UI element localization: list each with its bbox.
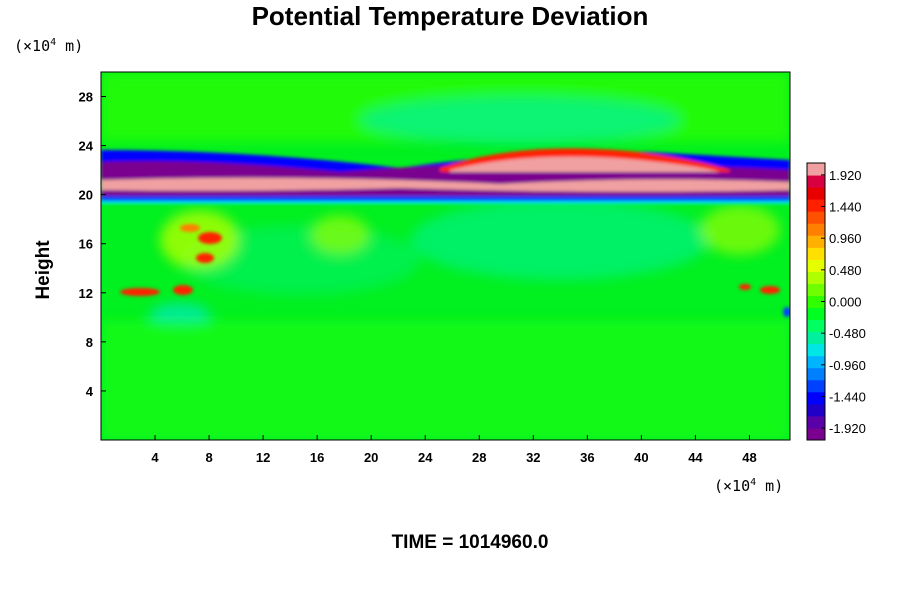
feature-red-4 bbox=[173, 285, 193, 295]
field-upper-cyan bbox=[360, 96, 680, 144]
colorbar-label: -1.440 bbox=[829, 389, 866, 404]
x-tick-label: 44 bbox=[688, 450, 703, 465]
colorbar-segment bbox=[807, 355, 825, 369]
field-mid-yellow-2 bbox=[310, 215, 370, 255]
colorbar-segment bbox=[807, 379, 825, 393]
colorbar-segment bbox=[807, 187, 825, 200]
y-tick-label: 4 bbox=[86, 384, 94, 399]
colorbar-segment bbox=[807, 427, 825, 441]
colorbar-segment bbox=[807, 403, 825, 417]
colorbar-segment bbox=[807, 307, 825, 321]
x-tick-label: 8 bbox=[205, 450, 212, 465]
y-tick-label: 28 bbox=[79, 90, 93, 105]
colorbar-segment bbox=[807, 235, 825, 248]
colorbar-label: -1.920 bbox=[829, 421, 866, 436]
feature-red-6 bbox=[739, 284, 751, 290]
colorbar-segment bbox=[807, 199, 825, 212]
x-tick-label: 12 bbox=[256, 450, 270, 465]
colorbar-segment bbox=[807, 295, 825, 309]
colorbar-segment bbox=[807, 367, 825, 381]
feature-blue-edge bbox=[783, 307, 790, 317]
x-tick-label: 20 bbox=[364, 450, 378, 465]
band-pink-main bbox=[101, 177, 790, 192]
field-mid-cyan-1 bbox=[410, 200, 710, 280]
colorbar-segment bbox=[807, 331, 825, 345]
y-axis-unit: (×104 m) bbox=[14, 37, 84, 55]
feature-red-3 bbox=[120, 288, 160, 296]
x-tick-label: 36 bbox=[580, 450, 594, 465]
chart-title: Potential Temperature Deviation bbox=[251, 1, 649, 31]
x-tick-label: 4 bbox=[151, 450, 159, 465]
colorbar-segment bbox=[807, 175, 825, 188]
x-tick-label: 48 bbox=[742, 450, 756, 465]
colorbar-label: 0.000 bbox=[829, 295, 862, 310]
field-mid-yellow-3 bbox=[700, 205, 780, 255]
x-tick-label: 28 bbox=[472, 450, 486, 465]
heatmap-field bbox=[101, 72, 790, 440]
feature-red-1 bbox=[198, 232, 222, 244]
colorbar-segment bbox=[807, 271, 825, 284]
colorbar-label: -0.480 bbox=[829, 326, 866, 341]
colorbar-segment bbox=[807, 211, 825, 224]
y-tick-label: 12 bbox=[79, 286, 93, 301]
feature-red-2 bbox=[196, 253, 214, 263]
x-tick-label: 32 bbox=[526, 450, 540, 465]
colorbar-segment bbox=[807, 247, 825, 260]
x-tick-label: 24 bbox=[418, 450, 433, 465]
colorbar-label: 0.960 bbox=[829, 231, 862, 246]
x-tick-label: 40 bbox=[634, 450, 648, 465]
time-label: TIME = 1014960.0 bbox=[391, 532, 549, 553]
x-tick-label: 16 bbox=[310, 450, 324, 465]
colorbar-segment bbox=[807, 415, 825, 429]
colorbar-segment bbox=[807, 343, 825, 357]
y-tick-label: 16 bbox=[79, 237, 93, 252]
x-axis-unit: (×104 m) bbox=[714, 477, 784, 495]
colorbar-label: 1.440 bbox=[829, 200, 862, 215]
colorbar-labels: 1.920 1.440 0.960 0.480 0.000 -0.480 -0.960 -1.… bbox=[821, 168, 866, 436]
y-ticks: 4 8 12 16 20 24 28 bbox=[79, 90, 106, 399]
plot-frame bbox=[100, 71, 791, 441]
y-tick-label: 8 bbox=[86, 335, 93, 350]
feature-red-5 bbox=[760, 286, 780, 294]
colorbar-segment bbox=[807, 319, 825, 333]
colorbar-segment bbox=[807, 163, 825, 176]
band-blue-bottom bbox=[101, 196, 790, 201]
y-tick-label: 20 bbox=[79, 188, 93, 203]
colorbar-label: 1.920 bbox=[829, 168, 862, 183]
feature-orange-1 bbox=[180, 224, 200, 232]
band-cyan-bottom bbox=[101, 201, 790, 204]
y-tick-label: 24 bbox=[79, 139, 94, 154]
colorbar-segment bbox=[807, 259, 825, 272]
colorbar-label: -0.960 bbox=[829, 358, 866, 373]
field-lower-light bbox=[101, 320, 790, 440]
colorbar-segment bbox=[807, 283, 825, 296]
colorbar-segment bbox=[807, 391, 825, 405]
colorbar-segment bbox=[807, 223, 825, 236]
x-ticks: 4 8 12 16 20 24 28 32 36 40 44 48 bbox=[151, 435, 757, 465]
colorbar-label: 0.480 bbox=[829, 263, 862, 278]
